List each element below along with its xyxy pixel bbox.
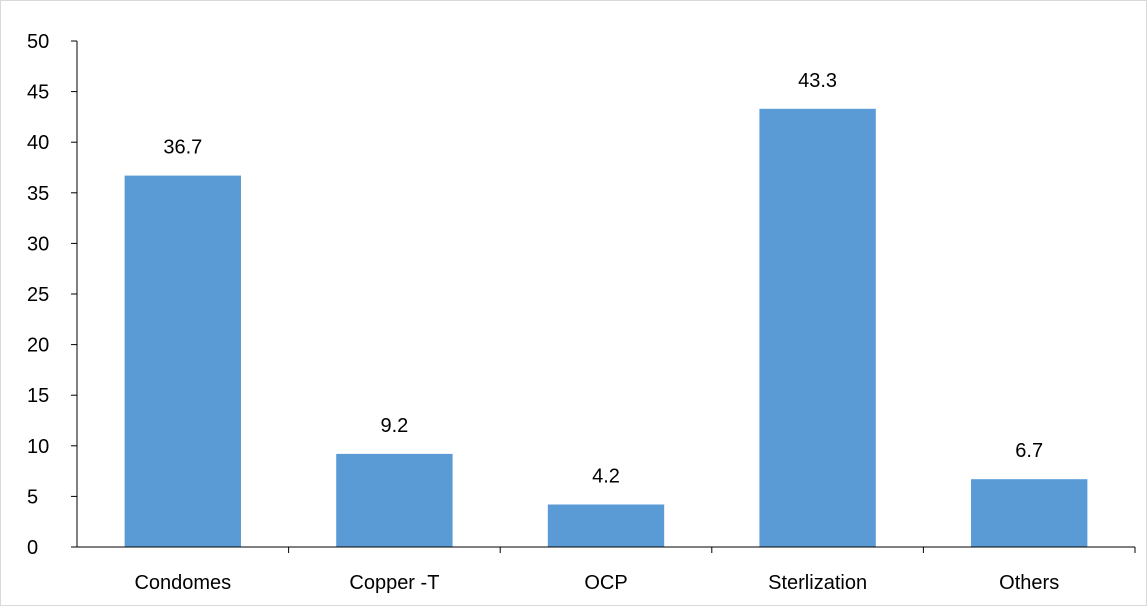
y-tick-label: 45 [27,82,49,104]
bar-sterlization [759,108,876,547]
x-axis: Condomes Copper -T OCP Sterlization Others [77,546,1136,594]
y-tick-label: 25 [27,284,49,306]
x-tick-label: OCP [584,572,627,594]
y-tick-label: 35 [27,183,49,205]
data-label: 9.2 [380,415,408,437]
data-label: 6.7 [1015,440,1043,462]
data-label: 4.2 [592,465,620,487]
y-tick-label: 10 [27,436,49,458]
bar-ocp [547,504,665,547]
bar-condomes [124,175,241,547]
y-tick-label: 30 [27,233,49,255]
x-tick-label: Sterlization [768,572,867,594]
x-tick-label: Copper -T [349,572,439,594]
y-tick-label: 50 [27,31,49,53]
y-tick-label: 20 [27,335,49,357]
data-label: 43.3 [798,70,837,92]
bar-copper-t [336,453,453,547]
x-tick-label: Condomes [134,572,231,594]
y-axis: 0 5 10 15 20 25 30 35 40 45 50 [27,31,78,559]
y-tick-label: 0 [27,537,38,559]
y-tick-label: 40 [27,132,49,154]
y-tick-label: 15 [27,385,49,407]
data-label: 36.7 [163,137,202,159]
x-tick-label: Others [999,572,1059,594]
bar-others [971,479,1088,547]
bars: 36.7 9.2 4.2 43.3 6.7 [124,70,1088,547]
y-tick-label: 5 [27,486,38,508]
